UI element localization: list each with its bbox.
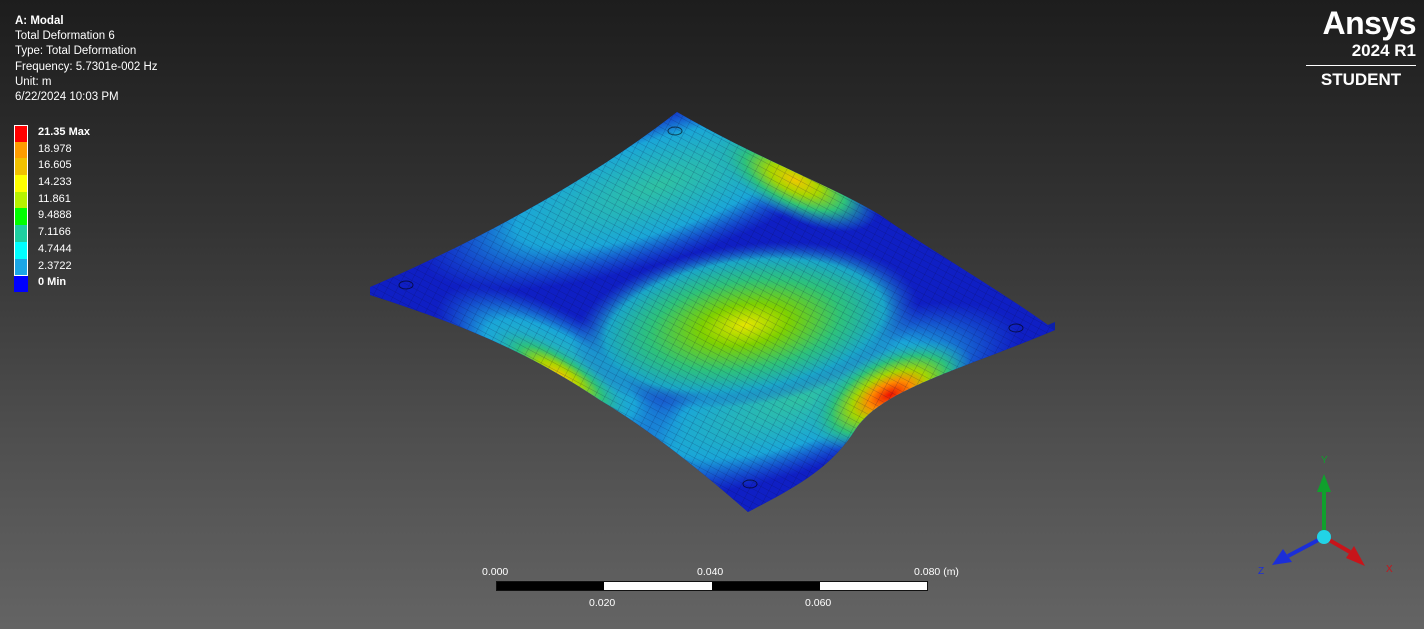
- legend-value: 7.1166: [38, 226, 71, 239]
- y-axis-label: Y: [1321, 455, 1328, 466]
- legend-swatch: [14, 141, 28, 159]
- legend-swatch: [14, 258, 28, 276]
- version-label: 2024 R1: [1351, 41, 1416, 60]
- scale-label-1: 0.040: [697, 566, 724, 578]
- legend-swatch: [14, 125, 28, 142]
- support-marker-right: [1008, 323, 1024, 333]
- x-axis-arrow: [1346, 546, 1365, 566]
- y-axis-arrow: [1317, 474, 1331, 492]
- scale-seg-2: [712, 582, 820, 590]
- result-info-panel: A: Modal Total Deformation 6 Type: Total…: [15, 14, 158, 105]
- legend-swatch: [14, 241, 28, 259]
- support-marker-left: [398, 280, 414, 290]
- legend-value: 16.605: [38, 159, 72, 172]
- legend-swatch: [14, 175, 28, 192]
- student-label: STUDENT: [1320, 70, 1402, 89]
- legend-value: 18.978: [38, 142, 72, 155]
- z-axis-arrow: [1272, 549, 1292, 565]
- legend-swatch: [14, 158, 28, 176]
- legend-swatch: [14, 191, 28, 209]
- scale-seg-1: [497, 582, 604, 590]
- scale-label-0: 0.000: [482, 566, 509, 578]
- legend-value: 4.7444: [38, 242, 72, 255]
- result-unit: Unit: m: [15, 75, 52, 88]
- axis-triad[interactable]: Y X Z: [1250, 448, 1400, 583]
- scale-bar: 0.000 0.040 0.080 (m) 0.020 0.060: [482, 566, 962, 616]
- result-type: Type: Total Deformation: [15, 45, 137, 58]
- legend-value: 21.35 Max: [38, 126, 90, 138]
- legend-value: 14.233: [38, 176, 72, 189]
- scale-bar-graphic: [496, 581, 928, 591]
- mode-frequency: Frequency: 5.7301e-002 Hz: [15, 60, 158, 73]
- result-name: Total Deformation 6: [15, 30, 115, 43]
- legend-swatch: [14, 225, 28, 242]
- legend-value: 0 Min: [38, 276, 67, 289]
- support-marker-bottom: [742, 479, 758, 489]
- scale-label-2: 0.080 (m): [914, 566, 959, 578]
- legend-value: 2.3722: [38, 259, 72, 272]
- result-timestamp: 6/22/2024 10:03 PM: [15, 91, 119, 104]
- logo-divider: [1306, 65, 1416, 66]
- ansys-logo: Ansys 2024 R1 STUDENT: [1306, 5, 1417, 90]
- x-axis-label: X: [1386, 564, 1393, 575]
- analysis-title: A: Modal: [15, 15, 64, 27]
- scale-label-4: 0.060: [805, 597, 832, 609]
- legend-swatch: [14, 275, 28, 292]
- plate-top-surface: [370, 112, 1055, 512]
- support-marker-top: [667, 126, 683, 136]
- legend-value: 11.861: [38, 192, 71, 205]
- ansys-brand-text: Ansys: [1322, 5, 1416, 41]
- legend-value: 9.4888: [38, 209, 72, 222]
- z-axis-label: Z: [1258, 566, 1264, 577]
- scale-label-3: 0.020: [589, 597, 616, 609]
- triad-origin[interactable]: [1317, 530, 1331, 544]
- legend-swatch: [14, 208, 28, 226]
